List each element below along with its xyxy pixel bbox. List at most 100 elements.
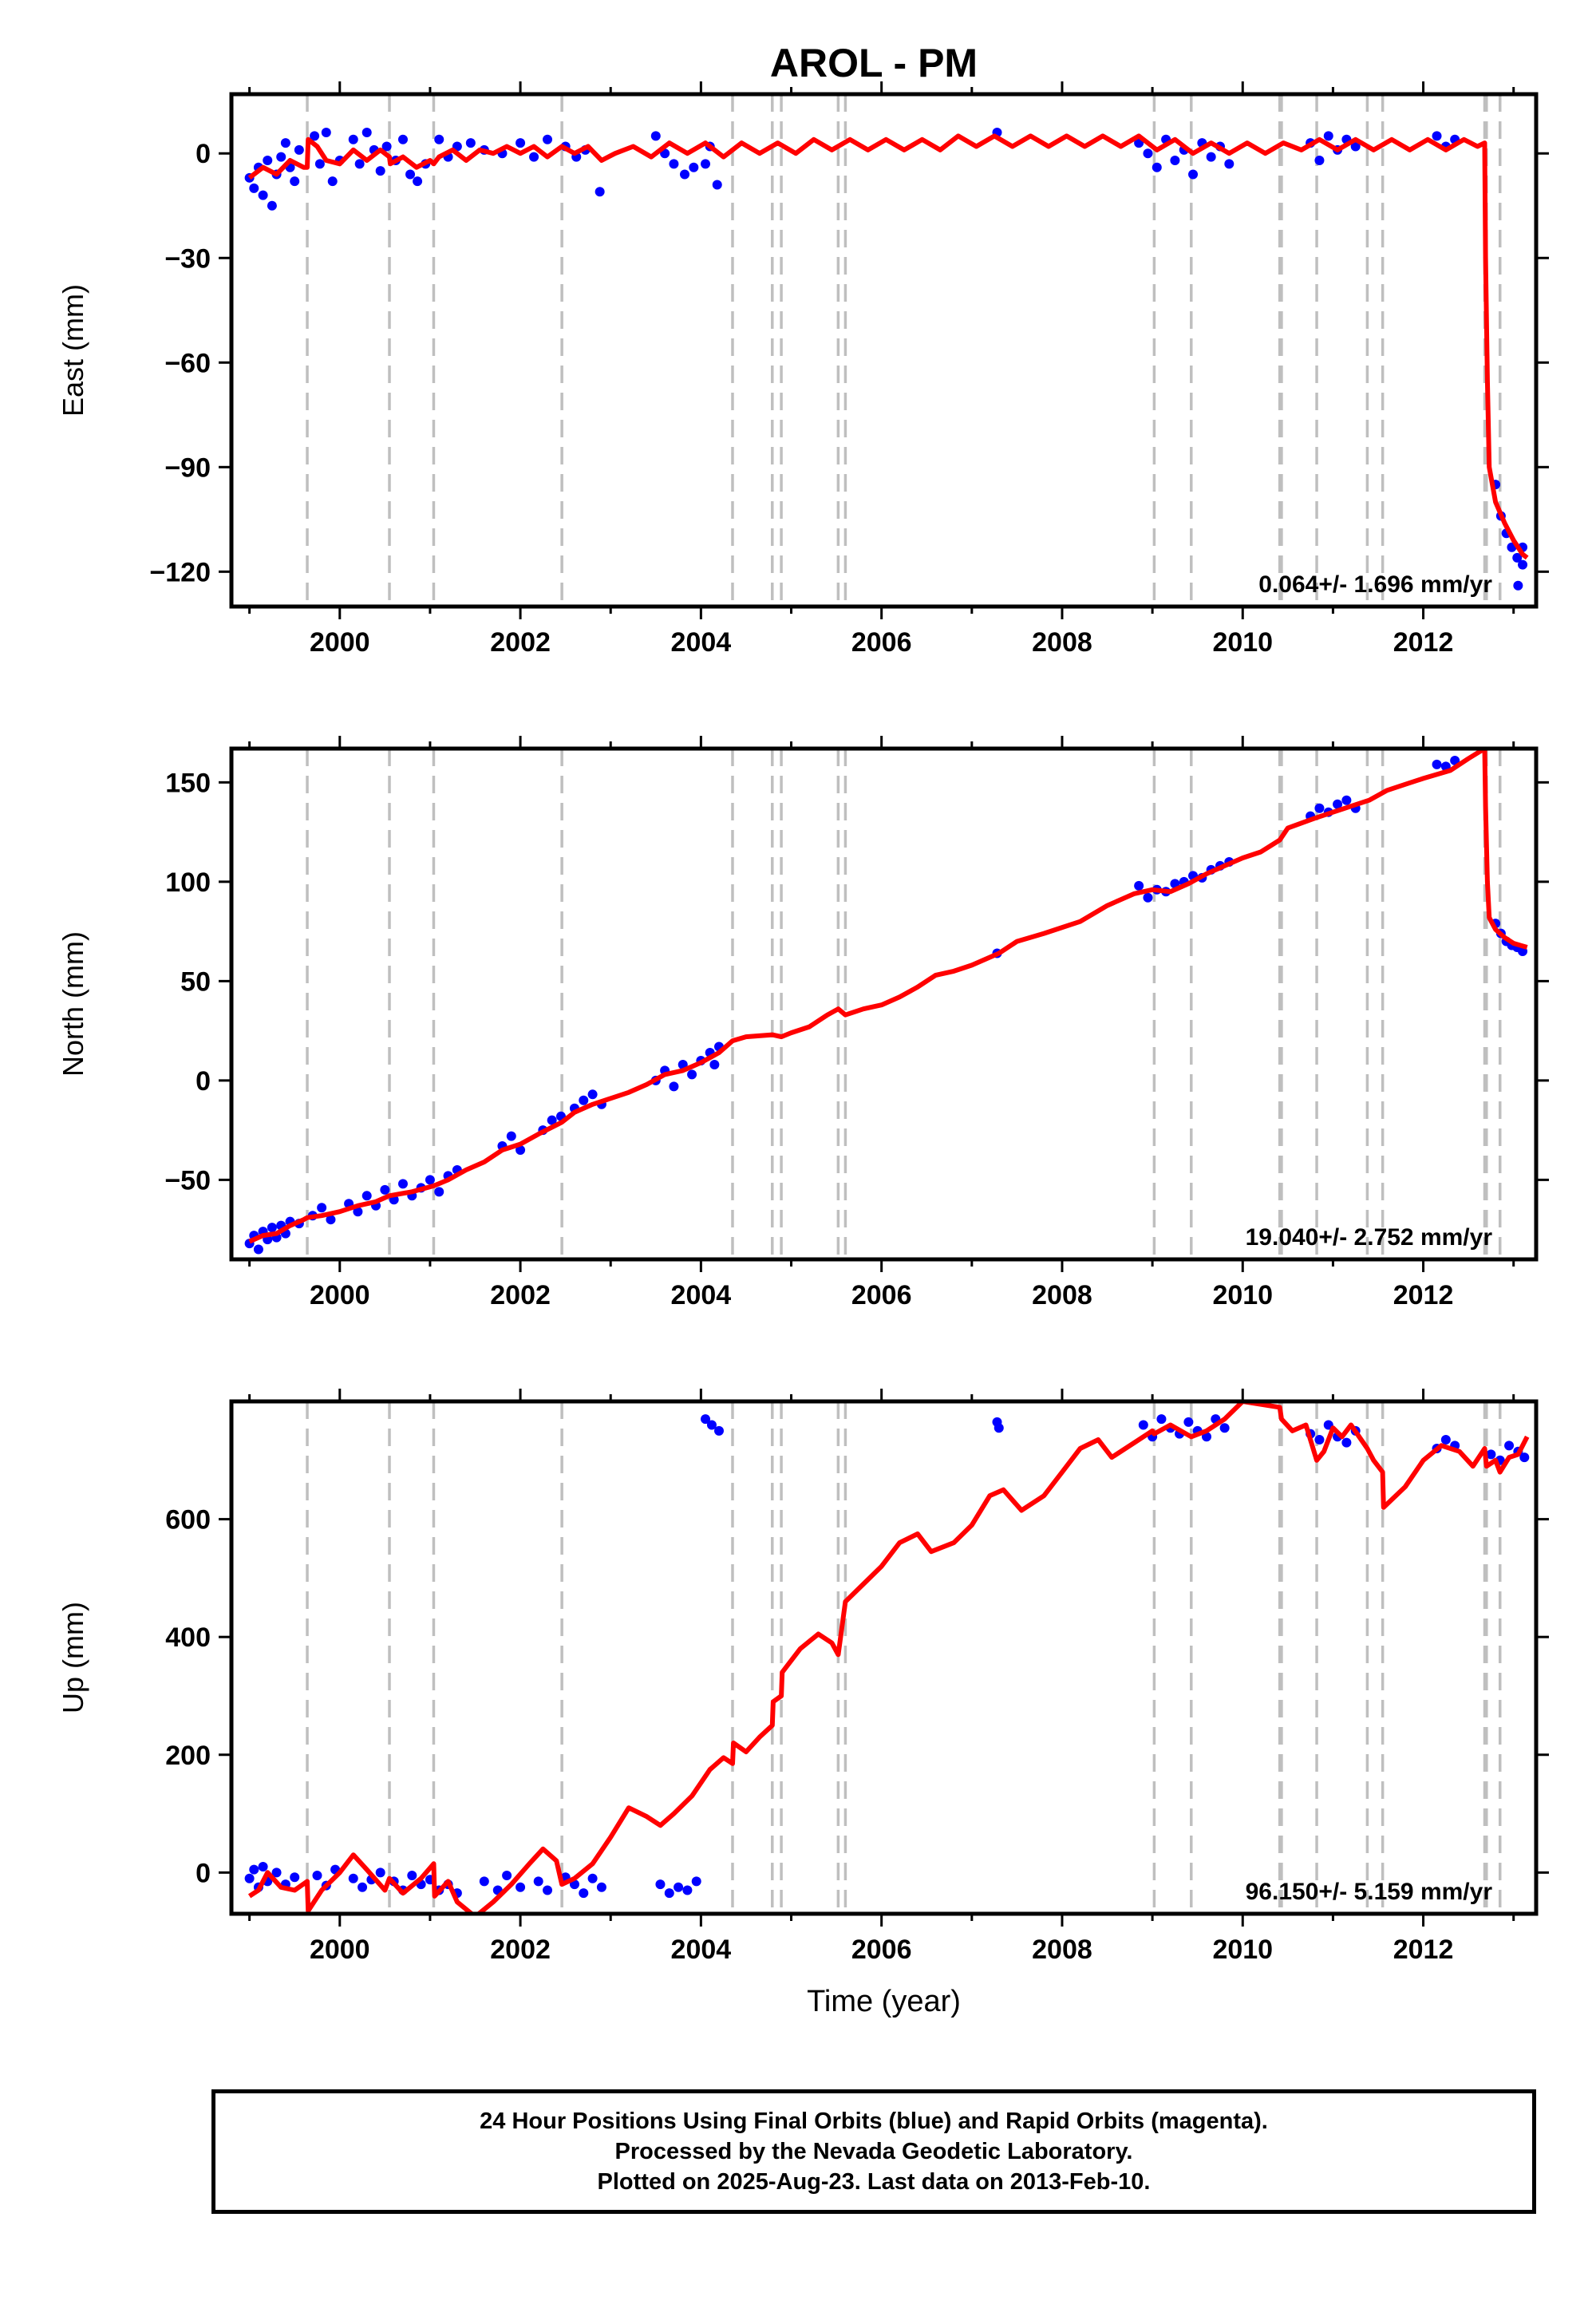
data-point <box>682 1885 693 1895</box>
data-point <box>669 1081 679 1092</box>
data-point <box>1170 155 1180 165</box>
data-point <box>1450 755 1460 765</box>
x-tick-label: 2010 <box>1212 627 1273 658</box>
data-point <box>327 176 338 187</box>
data-point <box>543 134 553 144</box>
data-point <box>405 169 416 180</box>
x-tick-label: 2008 <box>1032 1280 1092 1310</box>
x-tick-label: 2000 <box>310 1935 370 1965</box>
y-tick-label: 600 <box>165 1505 211 1535</box>
data-point <box>267 1223 277 1233</box>
chart-title: AROL - PM <box>770 41 978 85</box>
north-panel: 2000 2002 2004 2006 2008 2010 2012 150 100 50 0 −50… <box>57 736 1549 1310</box>
data-point <box>375 1867 385 1878</box>
data-point <box>434 1187 444 1197</box>
y-tick-label: 100 <box>165 868 211 898</box>
x-tick-label: 2012 <box>1393 1280 1454 1310</box>
data-point <box>516 1882 526 1892</box>
data-point <box>321 128 331 138</box>
data-point <box>276 152 286 162</box>
footer-line-plot-date: Plotted on 2025-Aug-23. Last data on 201… <box>597 2169 1151 2195</box>
data-point <box>533 1876 543 1887</box>
data-point <box>701 1414 711 1425</box>
plot-area <box>244 94 1529 607</box>
data-point <box>712 180 722 190</box>
data-point <box>413 176 423 187</box>
data-point <box>1183 1417 1194 1427</box>
data-point <box>314 159 325 169</box>
data-point <box>1518 559 1528 570</box>
model-line <box>248 749 1528 1244</box>
data-point <box>258 190 268 200</box>
data-point <box>1143 892 1153 903</box>
data-point <box>1513 580 1523 591</box>
data-point <box>1504 1441 1515 1451</box>
processing-info-box: 24 Hour Positions Using Final Orbits (bl… <box>211 2089 1536 2214</box>
data-point <box>1206 152 1216 162</box>
data-point <box>258 1861 268 1871</box>
plot-frame <box>229 92 1539 609</box>
y-tick-label: 200 <box>165 1741 211 1771</box>
x-tick-label: 2012 <box>1393 1935 1454 1965</box>
y-tick-label: 0 <box>196 139 211 169</box>
data-point <box>354 159 365 169</box>
data-point <box>380 1184 390 1195</box>
data-point <box>244 1873 255 1883</box>
data-point <box>706 1420 717 1430</box>
plot-area <box>244 749 1528 1259</box>
up-panel: 2000 2002 2004 2006 2008 2010 20126004002000Up… <box>57 1389 1549 2018</box>
data-point <box>1143 148 1153 159</box>
data-point <box>326 1215 336 1225</box>
data-point <box>714 1425 725 1436</box>
data-point <box>1188 169 1199 180</box>
data-point <box>516 138 526 148</box>
x-tick-label: 2004 <box>671 627 732 658</box>
y-axis-label: Up (mm) <box>57 1602 89 1713</box>
data-point <box>348 134 358 144</box>
data-point <box>348 1873 358 1883</box>
data-point <box>317 1203 327 1213</box>
data-point <box>669 159 679 169</box>
data-point <box>290 1872 300 1883</box>
data-point <box>397 134 408 144</box>
data-point <box>579 1095 589 1105</box>
y-tick-label: −90 <box>164 453 211 483</box>
data-point <box>687 1069 697 1080</box>
data-point <box>587 1873 598 1883</box>
data-point <box>691 1876 701 1887</box>
data-point <box>1138 1420 1148 1430</box>
data-point <box>280 138 290 148</box>
data-point <box>381 141 392 152</box>
east-panel: 2000 2002 2004 2006 2008 2010 2012 0 −30 −60 −90 −1… <box>57 81 1549 658</box>
x-tick-label: 2002 <box>490 1935 551 1965</box>
data-point <box>1341 1437 1352 1448</box>
x-tick-label: 2006 <box>851 1280 912 1310</box>
data-point <box>1314 803 1325 813</box>
data-point <box>397 1179 408 1189</box>
y-tick-label: −50 <box>164 1165 211 1196</box>
x-tick-label: 2002 <box>490 627 551 658</box>
data-point <box>425 1175 435 1185</box>
y-tick-label: 0 <box>196 1858 211 1888</box>
rate-label: 19.040+/- 2.752 mm/yr <box>1246 1224 1493 1251</box>
data-point <box>709 1059 720 1069</box>
data-point <box>407 1871 417 1881</box>
data-point <box>543 1885 553 1895</box>
x-axis-label: Time (year) <box>807 1985 961 2018</box>
data-point <box>1202 1432 1212 1442</box>
data-point <box>361 128 372 138</box>
y-axis-label: North (mm) <box>57 931 89 1077</box>
data-point <box>701 159 711 169</box>
x-tick-label: 2000 <box>310 627 370 658</box>
data-point <box>596 1882 606 1892</box>
data-point <box>689 162 699 172</box>
y-tick-label: 0 <box>196 1066 211 1097</box>
data-point <box>506 1131 516 1141</box>
data-point <box>1432 759 1442 769</box>
x-tick-label: 2008 <box>1032 627 1092 658</box>
data-point <box>434 134 444 144</box>
data-point <box>650 131 661 141</box>
y-tick-label: −120 <box>149 557 211 587</box>
data-point <box>994 1423 1004 1433</box>
